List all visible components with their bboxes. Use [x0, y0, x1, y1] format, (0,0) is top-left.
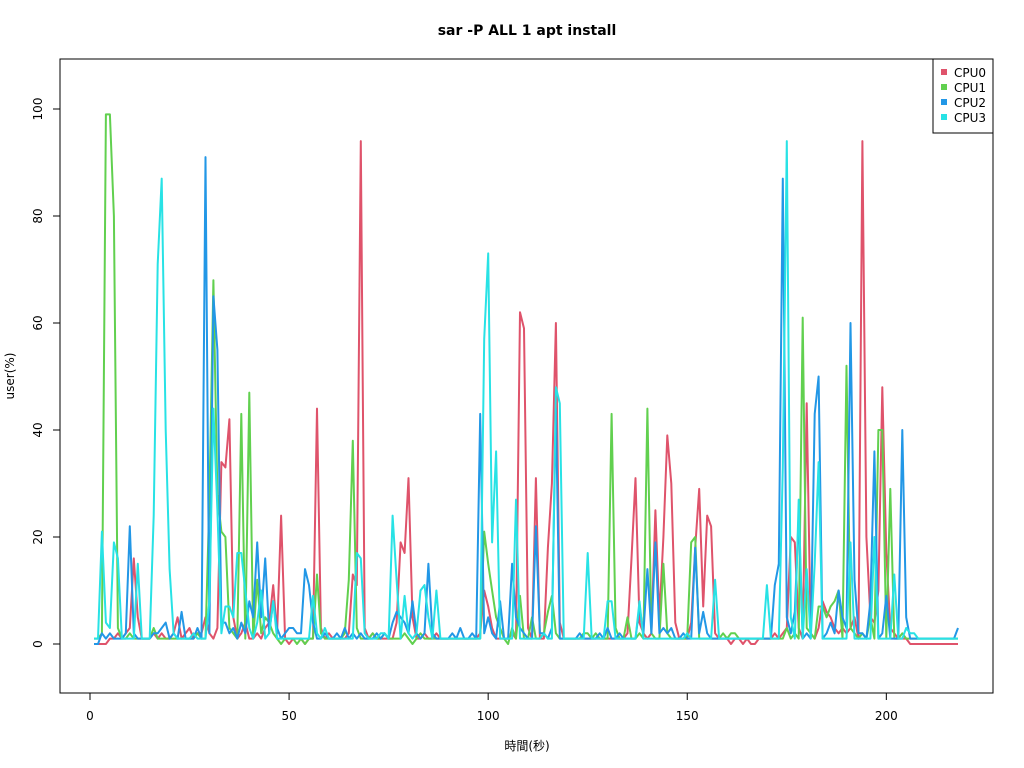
y-tick-label: 60 — [31, 315, 45, 330]
x-tick-label: 200 — [875, 709, 898, 723]
legend-label: CPU3 — [954, 111, 986, 125]
x-axis-label: 時間(秒) — [504, 739, 549, 753]
legend-swatch — [941, 114, 947, 120]
legend-swatch — [941, 84, 947, 90]
chart-title: sar -P ALL 1 apt install — [438, 23, 617, 39]
x-tick-label: 0 — [86, 709, 94, 723]
series-layer — [94, 113, 959, 645]
legend-label: CPU0 — [954, 66, 986, 80]
series-line-cpu2 — [94, 156, 959, 645]
y-tick-label: 20 — [31, 529, 45, 544]
y-tick-label: 0 — [31, 640, 45, 648]
series-line-cpu3 — [94, 140, 958, 640]
x-tick-label: 150 — [676, 709, 699, 723]
y-tick-label: 100 — [31, 98, 45, 121]
x-tick-label: 100 — [477, 709, 500, 723]
y-axis: 0 20 40 60 80 100 — [31, 98, 61, 648]
legend-label: CPU1 — [954, 81, 986, 95]
legend-swatch — [941, 69, 947, 75]
x-tick-label: 50 — [281, 709, 296, 723]
x-axis: 0 50 100 150 200 — [86, 692, 898, 723]
legend-swatch — [941, 99, 947, 105]
y-tick-label: 80 — [31, 208, 45, 223]
y-tick-label: 40 — [31, 422, 45, 437]
y-axis-label: user(%) — [3, 353, 17, 400]
legend-label: CPU2 — [954, 96, 986, 110]
legend-box — [932, 58, 994, 134]
